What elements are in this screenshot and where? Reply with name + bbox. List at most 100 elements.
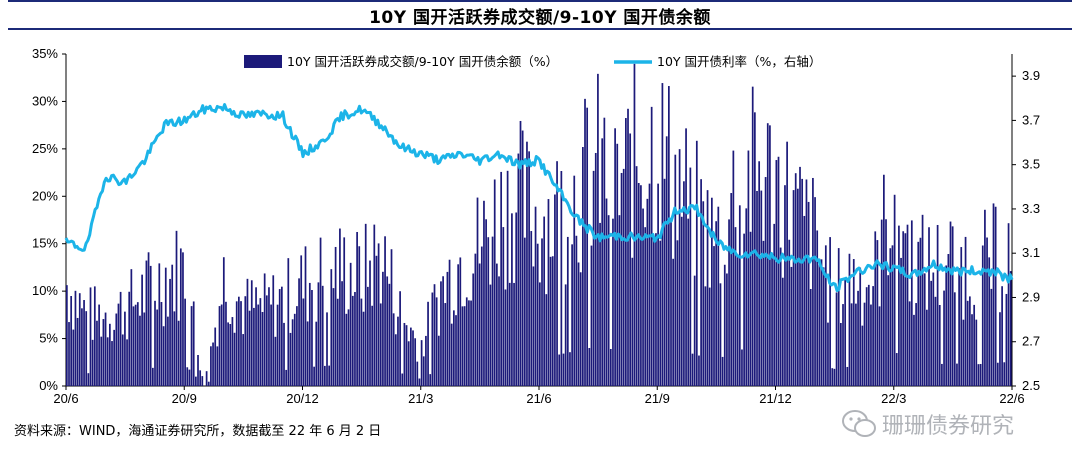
- bar-mark: [627, 108, 629, 386]
- bar-mark: [167, 316, 169, 386]
- bar-mark: [913, 314, 915, 386]
- bar-mark: [298, 278, 300, 386]
- bar-mark: [210, 346, 212, 386]
- bar-mark: [923, 273, 926, 386]
- bar-mark: [149, 265, 152, 386]
- bar-mark: [698, 355, 700, 386]
- bar-mark: [472, 273, 475, 386]
- bar-mark: [128, 291, 131, 386]
- bar-mark: [665, 136, 668, 386]
- bar-mark: [642, 208, 644, 386]
- bar-mark: [887, 275, 890, 386]
- bar-mark: [205, 371, 208, 386]
- bar-mark: [612, 218, 614, 386]
- bar-mark: [339, 228, 341, 386]
- bar-mark: [842, 304, 844, 386]
- bar-mark: [416, 361, 419, 386]
- bar-mark: [996, 362, 999, 386]
- x-tick-label: 22/3: [881, 391, 906, 406]
- bar-mark: [885, 219, 887, 386]
- bar-mark: [930, 280, 933, 386]
- bar-mark: [818, 258, 821, 386]
- bar-mark: [622, 168, 625, 386]
- bar-mark: [285, 369, 288, 386]
- bar-mark: [859, 267, 862, 386]
- bar-mark: [1005, 293, 1008, 386]
- bar-mark: [764, 177, 767, 386]
- bar-mark: [1007, 223, 1010, 386]
- bar-mark: [397, 316, 399, 386]
- bar-mark: [852, 259, 855, 386]
- bar-mark: [541, 238, 543, 386]
- bar-mark: [302, 298, 305, 386]
- bar-mark: [719, 283, 722, 386]
- bar-mark: [840, 323, 842, 386]
- bar-mark: [197, 355, 199, 386]
- bar-mark: [1003, 362, 1006, 386]
- bar-mark: [425, 335, 427, 386]
- y-right-tick-label: 3.3: [1022, 201, 1040, 216]
- bar-mark: [199, 370, 202, 386]
- bar-mark: [218, 306, 221, 386]
- bar-mark: [182, 252, 184, 386]
- bar-mark: [584, 98, 586, 386]
- bar-mark: [564, 284, 567, 386]
- bar-mark: [915, 303, 917, 386]
- bar-mark: [523, 237, 526, 386]
- bar-mark: [917, 241, 920, 386]
- bar-mark: [289, 332, 292, 386]
- bar-mark: [448, 259, 451, 386]
- bar-mark: [508, 282, 511, 386]
- bar-mark: [225, 301, 227, 386]
- bar-mark: [788, 239, 791, 386]
- bar-mark: [465, 297, 468, 386]
- bar-mark: [943, 290, 945, 386]
- bar-mark: [861, 325, 864, 386]
- bar-mark: [609, 348, 612, 386]
- bar-mark: [440, 281, 442, 386]
- bar-mark: [781, 277, 784, 386]
- bar-mark: [910, 220, 913, 386]
- bar-mark: [68, 322, 70, 386]
- bar-mark: [427, 301, 429, 386]
- bar-mark: [693, 275, 696, 386]
- bar-mark: [685, 128, 687, 386]
- bar-mark: [797, 188, 799, 386]
- bar-mark: [605, 198, 608, 386]
- bar-mark: [134, 304, 137, 386]
- bar-mark: [349, 262, 352, 386]
- bar-mark: [971, 314, 973, 386]
- bar-mark: [895, 353, 898, 386]
- bar-mark: [281, 286, 283, 386]
- bar-mark: [154, 300, 156, 386]
- bar-mark: [734, 227, 737, 386]
- bar-mark: [614, 128, 616, 386]
- bar-mark: [190, 306, 193, 386]
- bar-mark: [900, 257, 902, 386]
- bar-mark: [880, 219, 883, 386]
- bar-mark: [238, 296, 240, 386]
- bar-mark: [571, 244, 573, 386]
- bar-mark: [496, 263, 498, 386]
- bar-mark: [85, 311, 88, 386]
- bar-mark: [723, 264, 726, 386]
- bar-mark: [616, 143, 619, 386]
- bar-mark: [635, 166, 638, 386]
- bar-mark: [336, 298, 339, 386]
- bar-mark: [964, 236, 967, 386]
- bar-mark: [109, 323, 111, 386]
- bar-mark: [511, 213, 513, 386]
- bar-mark: [248, 310, 251, 386]
- bar-mark: [560, 171, 563, 386]
- bar-mark: [827, 322, 829, 386]
- bar-mark: [244, 296, 247, 386]
- bar-mark: [934, 296, 937, 386]
- bar-mark: [713, 246, 715, 386]
- bar-mark: [489, 284, 492, 386]
- bar-mark: [480, 246, 483, 386]
- bar-mark: [293, 313, 296, 386]
- bar-mark: [534, 206, 537, 386]
- bar-mark: [263, 273, 266, 386]
- bar-mark: [865, 287, 868, 386]
- bar-mark: [341, 281, 343, 386]
